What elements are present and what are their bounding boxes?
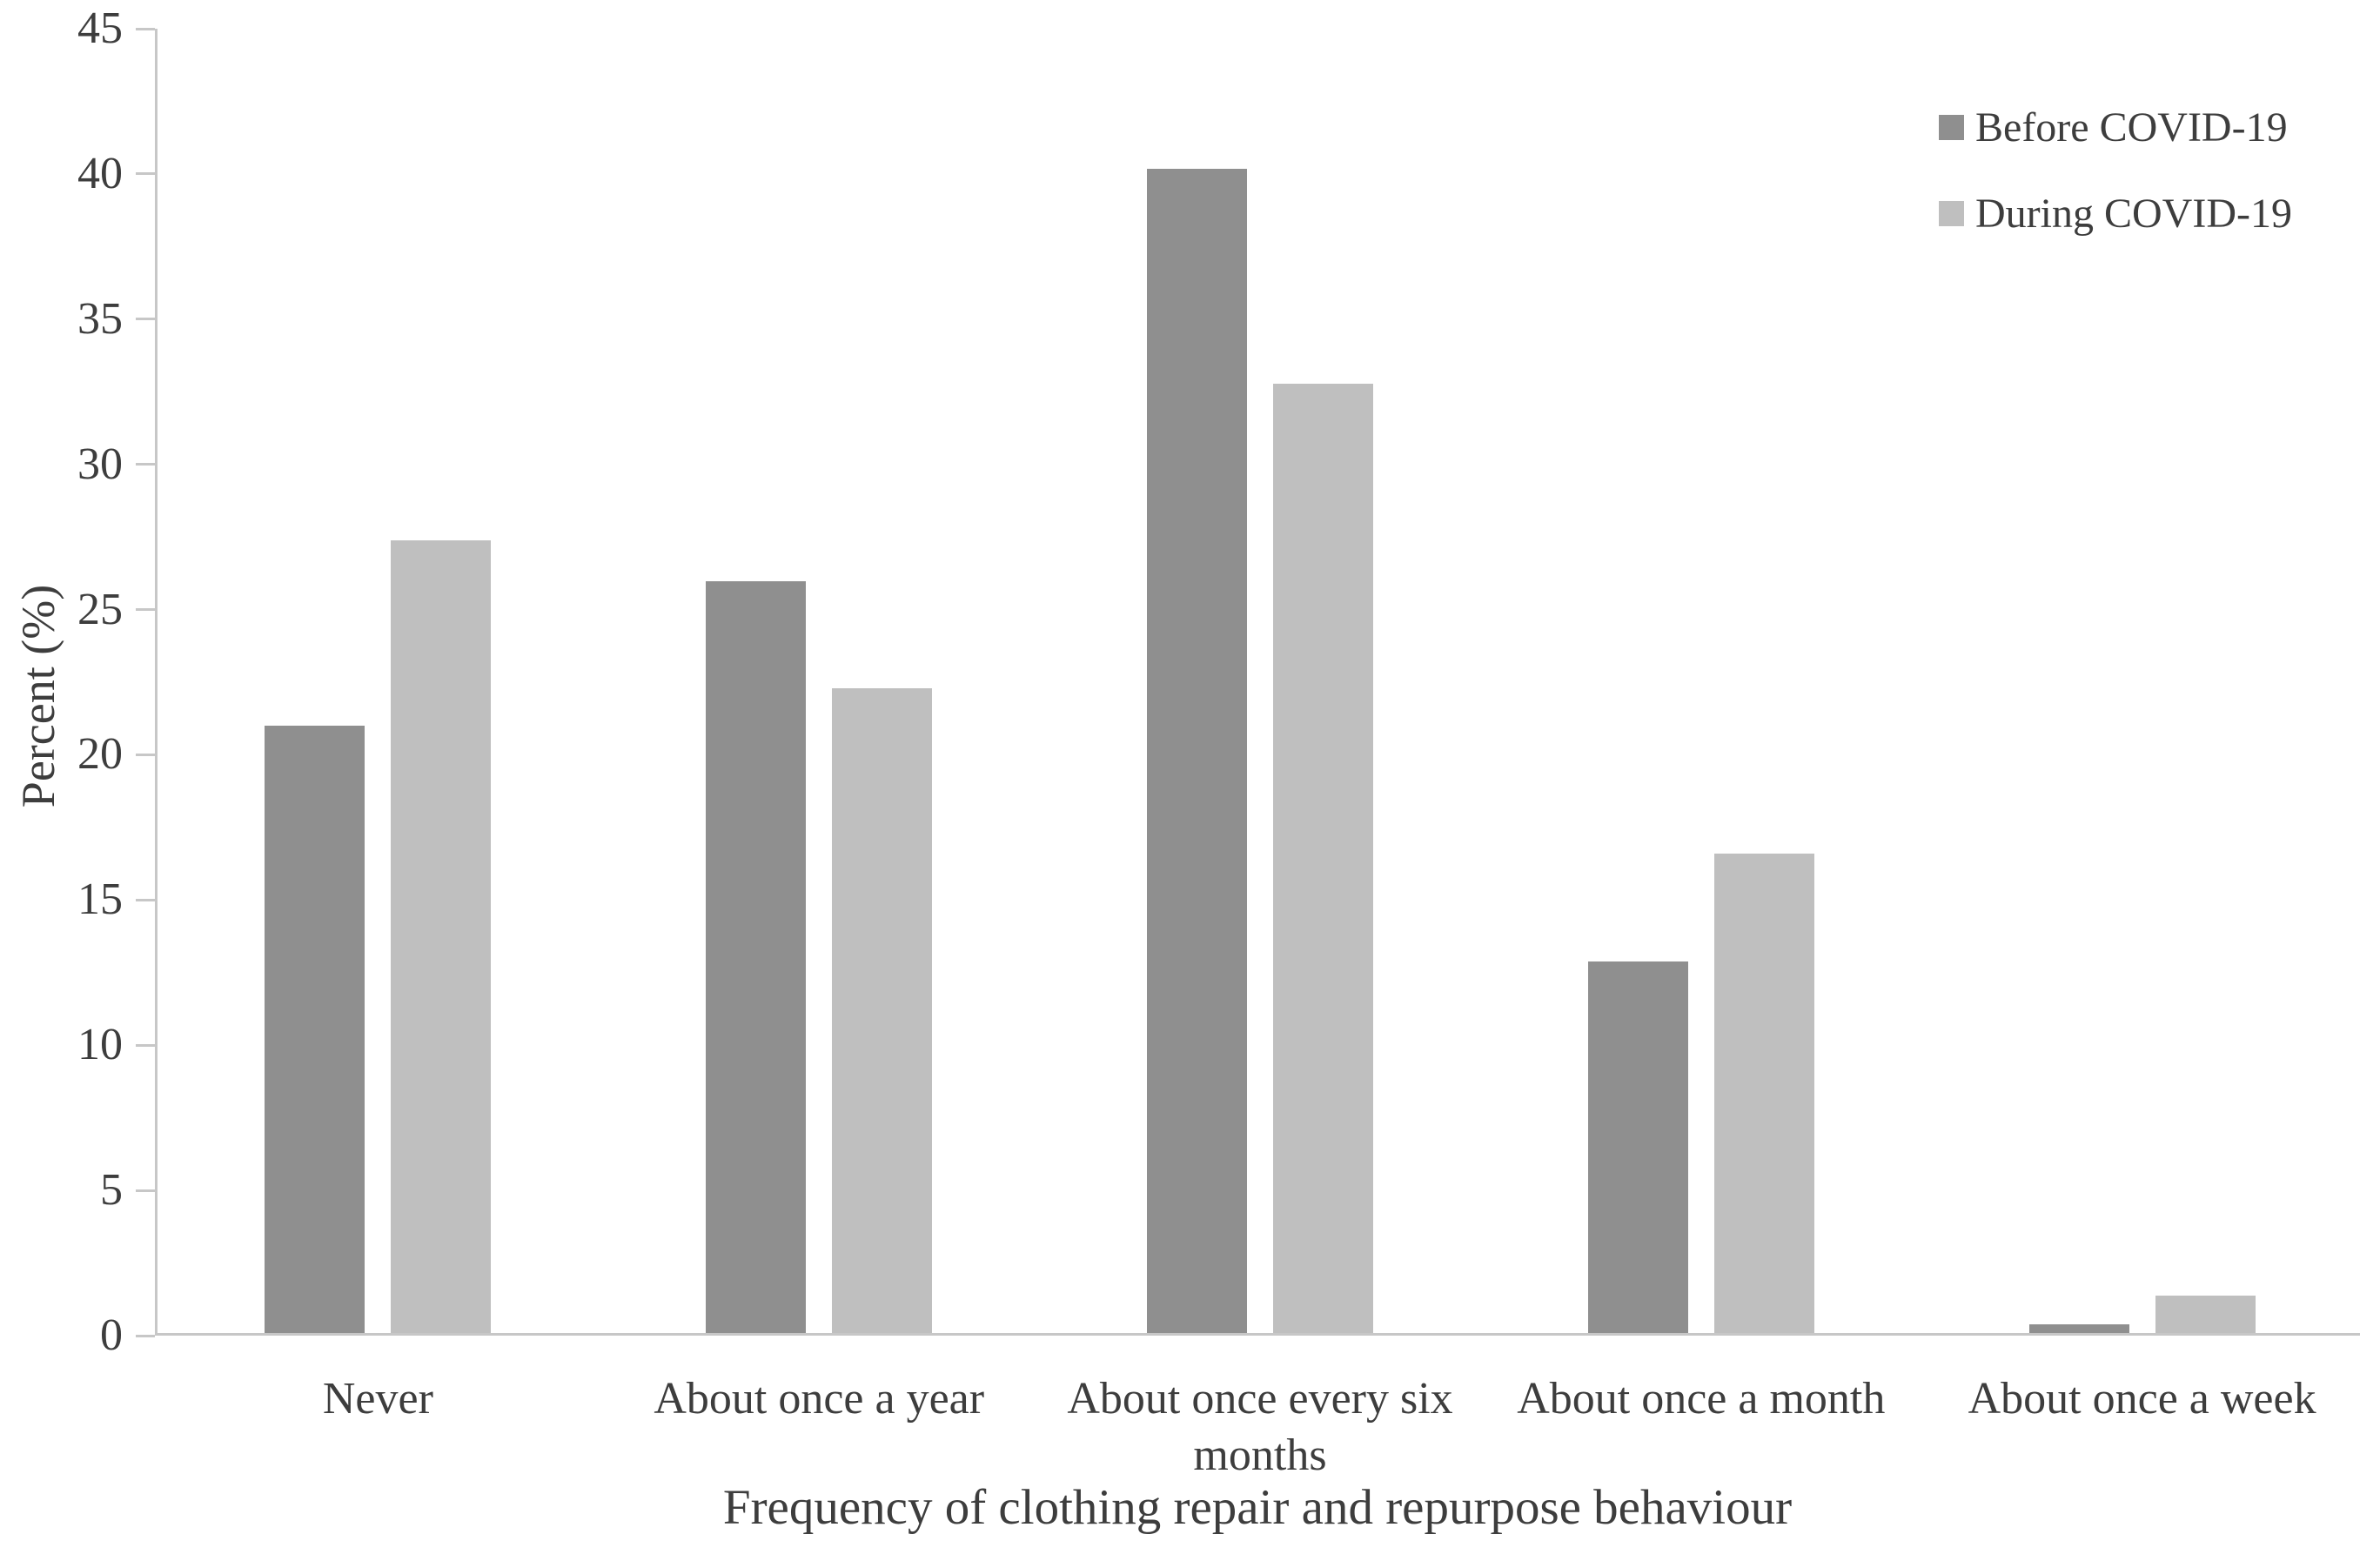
y-axis-tick-mark	[136, 463, 155, 466]
y-axis-tick-mark	[136, 318, 155, 321]
y-axis-tick-label: 25	[77, 584, 123, 634]
y-axis-tick-mark	[136, 608, 155, 612]
bar-before-4	[2028, 1324, 2129, 1333]
bar-during-0	[391, 539, 492, 1333]
plot-area: 0 5 10 15 20 25 30 35 40 45 Never About once a year…	[77, 6, 2360, 1480]
bar-during-3	[1713, 854, 1814, 1333]
x-category-label: About once a year	[654, 1374, 985, 1424]
y-axis-tick-label: 40	[77, 148, 123, 198]
bar-during-1	[832, 688, 933, 1333]
bar-before-0	[265, 726, 365, 1333]
x-category-label: About once every six months	[1067, 1374, 1453, 1480]
bar-before-1	[706, 580, 807, 1333]
y-axis-tick-label: 20	[77, 729, 123, 780]
y-axis-tick-mark	[136, 1189, 155, 1192]
y-axis-tick-label: 15	[77, 874, 123, 925]
legend-label: During COVID-19	[1975, 190, 2292, 237]
bar-during-2	[1273, 383, 1373, 1333]
y-axis-tick-mark	[136, 27, 155, 30]
y-axis-tick-label: 45	[77, 3, 123, 53]
bar-during-4	[2155, 1295, 2256, 1333]
x-category-label: Never	[322, 1374, 433, 1424]
y-axis-tick-label: 30	[77, 439, 123, 489]
legend-swatch-icon	[1939, 114, 1964, 140]
legend-item: During COVID-19	[1939, 190, 2292, 237]
y-axis-tick-label: 5	[100, 1165, 123, 1216]
y-axis-tick-mark	[136, 172, 155, 176]
legend-swatch-icon	[1939, 200, 1964, 226]
x-category-label: About once a week	[1968, 1374, 2316, 1424]
y-axis-tick-label: 10	[77, 1020, 123, 1070]
bar-before-2	[1147, 168, 1247, 1333]
x-category-label: About once a month	[1517, 1374, 1886, 1424]
y-axis-tick-label: 0	[100, 1310, 123, 1360]
y-axis-tick-mark	[136, 1334, 155, 1337]
legend-label: Before COVID-19	[1975, 104, 2288, 151]
legend-item: Before COVID-19	[1939, 104, 2292, 151]
x-axis-title: Frequency of clothing repair and repurpo…	[722, 1480, 1793, 1535]
y-axis-tick-label: 35	[77, 293, 123, 344]
y-axis-tick-mark	[136, 753, 155, 756]
legend: Before COVID-19 During COVID-19	[1939, 104, 2292, 277]
y-axis-tick-mark	[136, 1043, 155, 1047]
bar-before-3	[1587, 961, 1688, 1333]
y-axis-tick-mark	[136, 898, 155, 901]
